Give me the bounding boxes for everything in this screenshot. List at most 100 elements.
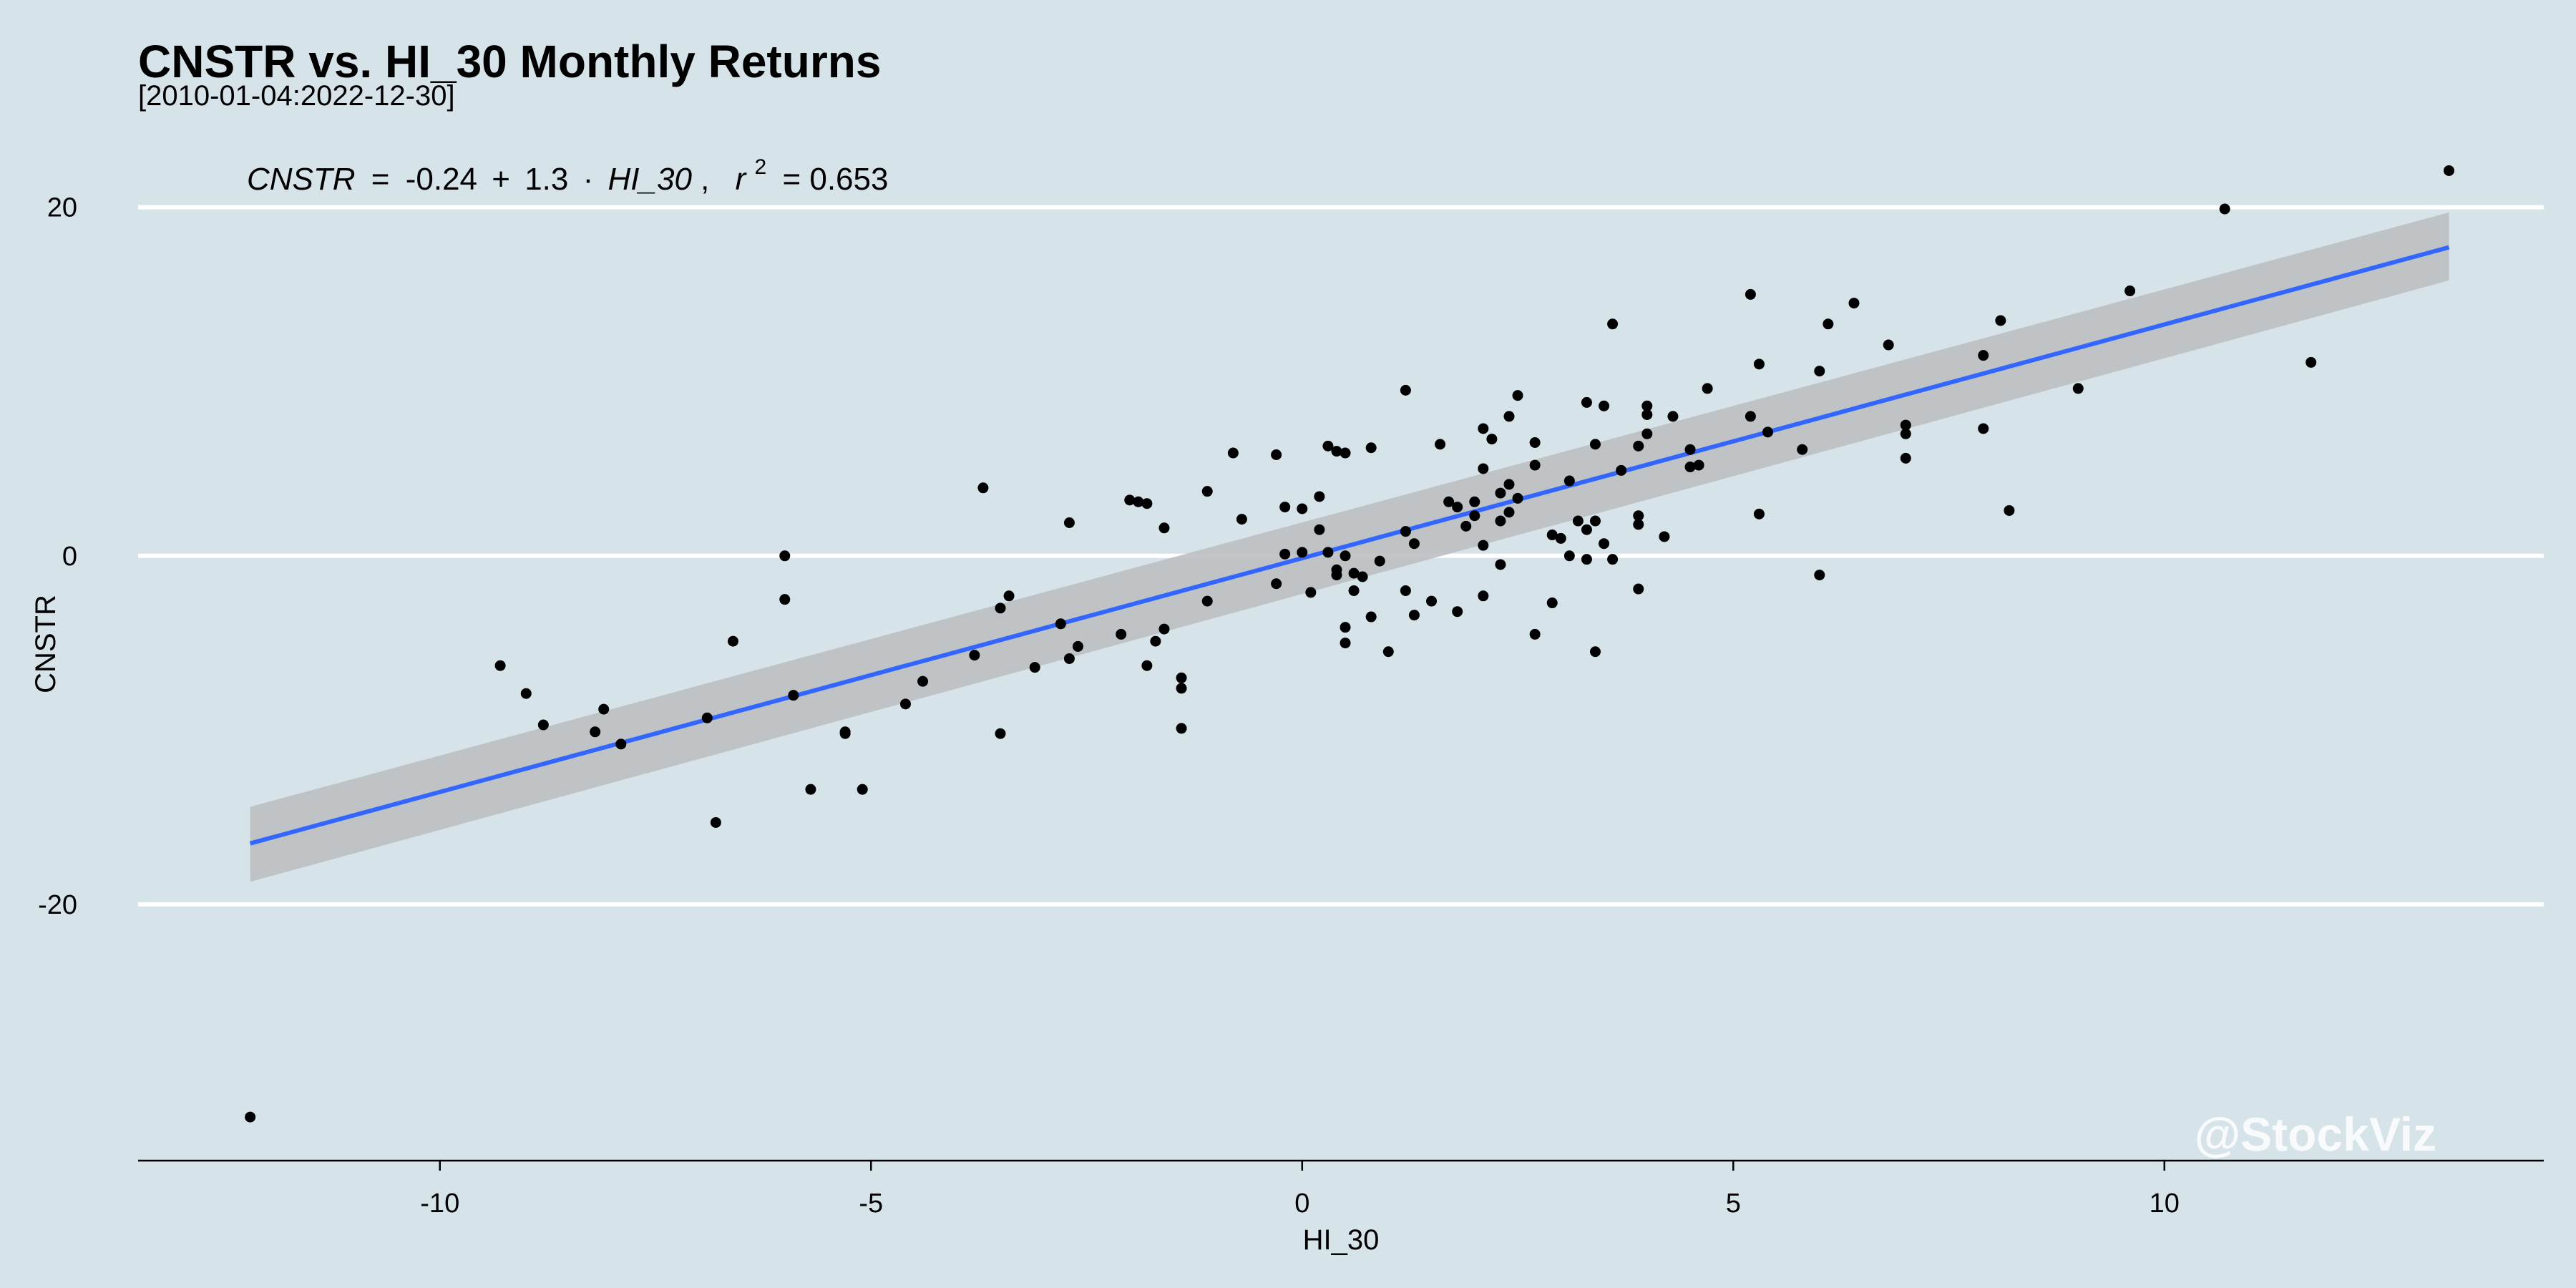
data-point-26 <box>1063 517 1075 528</box>
data-point-116 <box>1633 510 1644 522</box>
data-point-86 <box>1486 434 1498 445</box>
data-point-83 <box>1478 463 1489 474</box>
data-point-96 <box>1529 459 1541 471</box>
chart-title: CNSTR vs. HI_30 Monthly Returns <box>138 36 881 87</box>
data-point-114 <box>1616 464 1627 476</box>
data-point-120 <box>1641 409 1653 420</box>
data-point-94 <box>1512 492 1523 504</box>
data-points <box>245 165 2454 1123</box>
data-point-135 <box>1814 570 1825 581</box>
data-point-131 <box>1753 508 1765 519</box>
data-point-5 <box>598 703 610 715</box>
data-point-113 <box>1607 554 1619 565</box>
data-point-71 <box>1400 585 1411 596</box>
data-point-140 <box>1900 428 1911 439</box>
data-point-63 <box>1348 585 1360 596</box>
data-point-87 <box>1495 487 1506 499</box>
data-point-107 <box>1589 439 1601 450</box>
data-point-79 <box>1460 520 1472 532</box>
data-point-97 <box>1529 628 1541 640</box>
data-point-7 <box>701 712 713 723</box>
data-point-132 <box>1762 426 1773 438</box>
data-point-117 <box>1633 519 1644 530</box>
data-point-58 <box>1340 447 1351 459</box>
data-point-108 <box>1589 515 1601 527</box>
data-point-61 <box>1340 638 1351 649</box>
data-point-34 <box>1150 635 1161 647</box>
data-point-95 <box>1529 436 1541 448</box>
data-point-101 <box>1563 475 1575 487</box>
data-point-4 <box>590 726 601 738</box>
data-point-90 <box>1503 411 1515 422</box>
data-point-13 <box>805 784 816 795</box>
data-point-92 <box>1503 507 1515 518</box>
equation-r: r <box>736 162 748 197</box>
data-point-65 <box>1365 611 1377 623</box>
data-point-115 <box>1633 440 1644 452</box>
data-point-103 <box>1572 515 1584 527</box>
data-point-3 <box>537 719 549 731</box>
data-point-74 <box>1426 595 1438 607</box>
data-point-1 <box>494 660 506 671</box>
data-point-9 <box>727 635 738 647</box>
data-point-62 <box>1348 567 1360 579</box>
y-tick-label-2: 20 <box>47 193 77 223</box>
data-point-145 <box>2004 504 2015 516</box>
data-point-57 <box>1331 564 1342 575</box>
data-point-150 <box>2443 165 2454 176</box>
data-point-121 <box>1641 428 1653 439</box>
y-axis-label: CNSTR <box>30 595 62 693</box>
data-point-142 <box>1978 423 1989 434</box>
data-point-37 <box>1176 672 1187 683</box>
data-point-72 <box>1408 538 1420 550</box>
data-point-59 <box>1340 550 1351 562</box>
data-point-100 <box>1555 532 1566 544</box>
data-point-91 <box>1503 479 1515 490</box>
data-point-118 <box>1633 583 1644 595</box>
data-point-54 <box>1322 547 1334 558</box>
data-point-42 <box>1227 447 1239 459</box>
data-point-84 <box>1478 540 1489 551</box>
data-point-48 <box>1297 503 1308 514</box>
data-point-105 <box>1581 524 1592 535</box>
y-tick-label-0: -20 <box>38 890 77 920</box>
regression-equation: CNSTR = -0.24 + 1.3 · HI_30 , r 2 = 0.65… <box>247 146 888 197</box>
x-axis-label: HI_30 <box>1303 1224 1380 1256</box>
data-point-69 <box>1400 384 1411 396</box>
data-point-137 <box>1848 298 1860 309</box>
data-point-99 <box>1546 597 1558 609</box>
data-point-36 <box>1158 623 1170 635</box>
data-point-88 <box>1495 515 1506 527</box>
data-point-93 <box>1512 390 1523 401</box>
data-point-38 <box>1176 683 1187 694</box>
x-axis: -10 -5 0 5 10 <box>138 1159 2544 1219</box>
data-point-89 <box>1495 559 1506 570</box>
data-point-2 <box>520 688 532 699</box>
x-tick-label-3: 5 <box>1726 1189 1741 1219</box>
data-point-47 <box>1279 548 1291 560</box>
data-point-20 <box>977 482 989 494</box>
equation-intercept: -0.24 <box>406 162 477 197</box>
data-point-130 <box>1753 358 1765 370</box>
data-point-39 <box>1176 723 1187 734</box>
data-point-44 <box>1271 449 1282 460</box>
data-point-28 <box>1072 640 1083 652</box>
data-point-8 <box>710 816 721 828</box>
data-point-106 <box>1581 554 1592 565</box>
data-point-102 <box>1563 550 1575 562</box>
data-point-17 <box>899 698 911 710</box>
equation-plus: + <box>492 162 510 197</box>
data-point-129 <box>1745 411 1756 422</box>
data-point-46 <box>1279 502 1291 513</box>
data-point-35 <box>1158 522 1170 534</box>
data-point-104 <box>1581 396 1592 408</box>
equation-slope: 1.3 <box>525 162 568 197</box>
data-point-60 <box>1340 622 1351 633</box>
data-point-123 <box>1667 411 1679 422</box>
data-point-139 <box>1900 419 1911 431</box>
data-point-27 <box>1063 653 1075 664</box>
data-point-64 <box>1357 571 1368 582</box>
y-axis: -20 0 20 <box>38 193 77 920</box>
data-point-138 <box>1883 339 1894 351</box>
data-point-40 <box>1201 486 1213 497</box>
